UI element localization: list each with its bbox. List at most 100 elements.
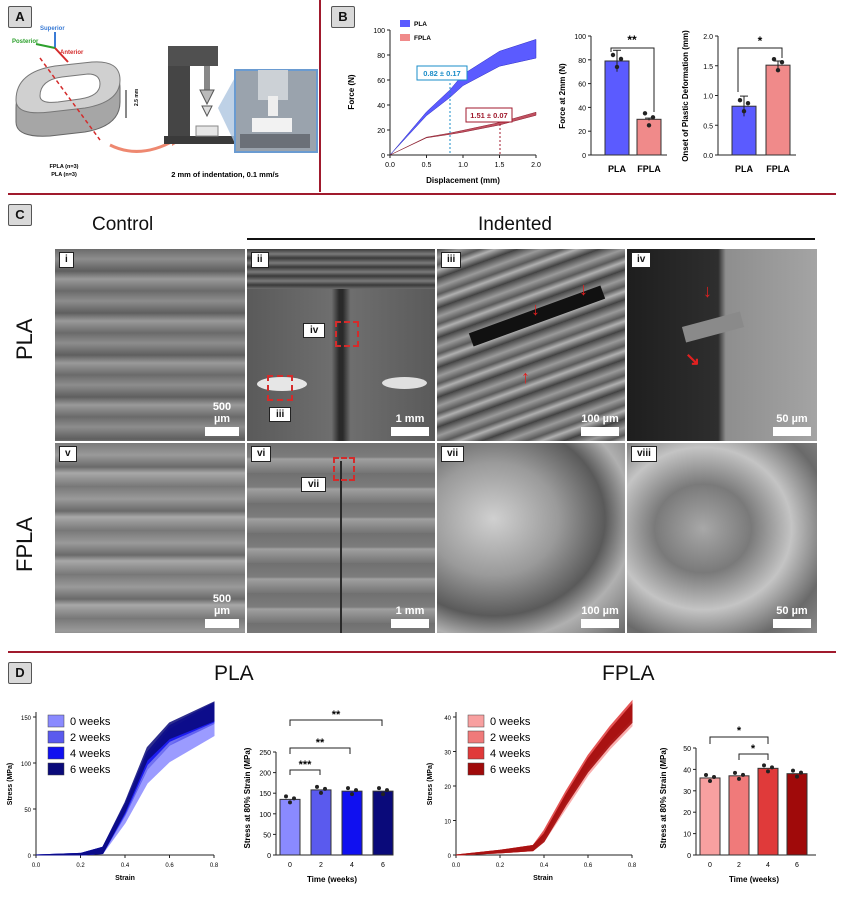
indentation-machine	[164, 46, 234, 144]
force-displacement-chart: Force (N) Displacement (mm) 0 20 40 60 80 100…	[347, 20, 541, 185]
onset-cat-fpla: FPLA	[766, 164, 790, 174]
pla-bar-ylabel: Stress at 80% Strain (MPa)	[243, 747, 252, 848]
y-tick-label: 10	[444, 820, 451, 826]
y-tick-label: 0.0	[703, 153, 713, 160]
y-tick-label: 40	[578, 105, 586, 112]
force-bar-cat-pla: PLA	[608, 164, 627, 174]
data-point	[385, 788, 389, 793]
data-point	[741, 109, 747, 114]
indentation-caption: 2 mm of indentation, 0.1 mm/s	[171, 170, 279, 179]
fpla-sig-1: *	[737, 725, 742, 737]
y-tick-label: 30	[683, 789, 691, 796]
force-ylabel: Force (N)	[347, 74, 356, 109]
bar-week-6	[372, 790, 394, 856]
legend-swatch	[467, 714, 485, 728]
y-tick-label: 1.5	[703, 64, 713, 71]
y-tick-label: 60	[377, 78, 385, 85]
y-tick-label: 10	[683, 832, 691, 839]
pla-sig-2: **	[316, 737, 325, 749]
data-point	[614, 64, 620, 70]
y-tick-label: 40	[444, 716, 451, 722]
x-tick-label: 1.0	[458, 162, 468, 169]
data-point	[795, 774, 799, 779]
group-pla: PLA (n=3)	[51, 172, 77, 178]
posterior-arrow	[35, 43, 56, 49]
data-point	[770, 765, 774, 770]
x-tick-label: 0.4	[121, 863, 130, 869]
sem-tile-iv: ↓ ↘ iv 50 µm	[626, 248, 818, 442]
bar-week-2	[310, 789, 332, 856]
y-tick-label: 50	[24, 808, 31, 814]
data-point	[733, 770, 737, 775]
x-tick-label: 0.2	[496, 863, 505, 869]
indented-heading: Indented	[478, 214, 552, 235]
crack-arrow-3: ↑	[521, 367, 530, 387]
fpla-sig-2-bracket	[738, 753, 769, 760]
x-tick-label: 0.4	[540, 863, 549, 869]
axis-superior: Superior	[40, 26, 65, 32]
inset-box-iii	[267, 375, 293, 401]
tile-id-vii: vii	[441, 446, 465, 462]
curve-6-weeks	[455, 703, 633, 856]
crack-arrow-4: ↓	[703, 281, 712, 301]
x-tick-label: 2	[319, 862, 323, 869]
y-tick-label: 0	[582, 153, 586, 160]
curve-6-weeks	[35, 701, 215, 856]
y-tick-label: 100	[21, 762, 32, 768]
x-tick-label: 0	[708, 862, 712, 869]
legend-label: 0 weeks	[490, 716, 531, 728]
y-tick-label: 30	[444, 751, 451, 757]
legend-swatch	[47, 730, 65, 744]
scale-bar-ii: 1 mm	[391, 413, 429, 436]
force-bar-ylabel: Force at 2mm (N)	[558, 63, 567, 129]
fpla-sig-1-bracket	[709, 736, 769, 744]
legend-label: 4 weeks	[70, 748, 111, 760]
panel-label-c: C	[8, 204, 32, 226]
bar-week-2	[728, 775, 750, 856]
data-point	[354, 788, 358, 793]
bar-onset-fpla	[765, 64, 791, 156]
tile-id-iv: iv	[631, 252, 652, 268]
y-tick-label: 0	[267, 853, 271, 860]
row-label-fpla: FPLA	[12, 516, 37, 572]
legend-label: 6 weeks	[490, 764, 531, 776]
legend-swatch	[467, 746, 485, 760]
crack-arrow-2: ↓	[531, 299, 540, 319]
fpla-curve-ylabel: Stress (MPa)	[427, 763, 434, 805]
data-point	[791, 768, 795, 773]
legend-swatch	[467, 730, 485, 744]
zoom-cone	[218, 72, 238, 150]
fpla-sig-2: *	[751, 743, 756, 755]
legend-swatch	[47, 714, 65, 728]
x-tick-label: 1.5	[495, 162, 505, 169]
data-point	[315, 784, 319, 789]
x-tick-label: 0.0	[385, 162, 395, 169]
pla-sig-3-bracket	[289, 719, 383, 726]
data-point	[741, 772, 745, 777]
panel-label-a: A	[8, 6, 32, 28]
data-point	[799, 770, 803, 775]
data-point	[708, 778, 712, 783]
legend-swatch	[47, 746, 65, 760]
pla-sig-1: ***	[299, 759, 313, 771]
y-tick-label: 50	[683, 746, 691, 753]
sem-tile-viii: viii 50 µm	[626, 442, 818, 634]
data-point	[642, 111, 648, 116]
legend-label: 2 weeks	[490, 732, 531, 744]
y-tick-label: 100	[574, 34, 586, 41]
anterior-arrow	[54, 47, 69, 63]
x-tick-label: 2	[737, 862, 741, 869]
divider-bc	[8, 193, 836, 195]
y-tick-label: 60	[578, 82, 586, 89]
bar-week-4	[757, 767, 779, 856]
onset-sig: *	[758, 34, 763, 48]
group-fpla: FPLA (n=3)	[50, 164, 79, 170]
y-tick-label: 0	[448, 854, 452, 860]
inset-label-iii: iii	[269, 407, 292, 422]
x-tick-label: 6	[381, 862, 385, 869]
axis-anterior: Anterior	[60, 50, 84, 56]
control-heading: Control	[92, 214, 154, 235]
y-tick-label: 100	[373, 28, 385, 35]
inset-box-vii	[333, 457, 355, 481]
scale-bar-vii: 100 µm	[581, 605, 619, 628]
